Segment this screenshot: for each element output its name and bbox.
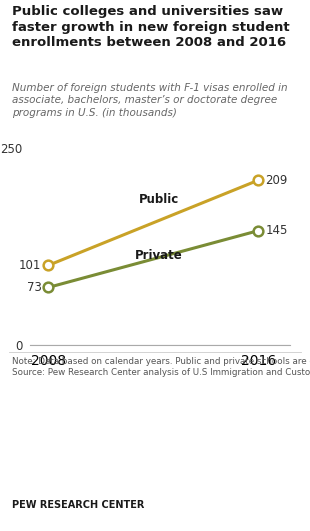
Text: Public: Public [139,193,179,205]
Text: 209: 209 [265,174,288,186]
Text: 145: 145 [265,224,288,237]
Text: Private: Private [135,250,183,262]
Text: Number of foreign students with F-1 visas enrolled in
associate, bachelors, mast: Number of foreign students with F-1 visa… [12,83,288,118]
Text: Public colleges and universities saw
faster growth in new foreign student
enroll: Public colleges and universities saw fas… [12,5,290,49]
Text: 73: 73 [27,281,42,294]
Text: Note: Data based on calendar years. Public and private schools are defined by th: Note: Data based on calendar years. Publ… [12,357,310,377]
Text: PEW RESEARCH CENTER: PEW RESEARCH CENTER [12,500,145,510]
Text: 101: 101 [19,259,42,272]
